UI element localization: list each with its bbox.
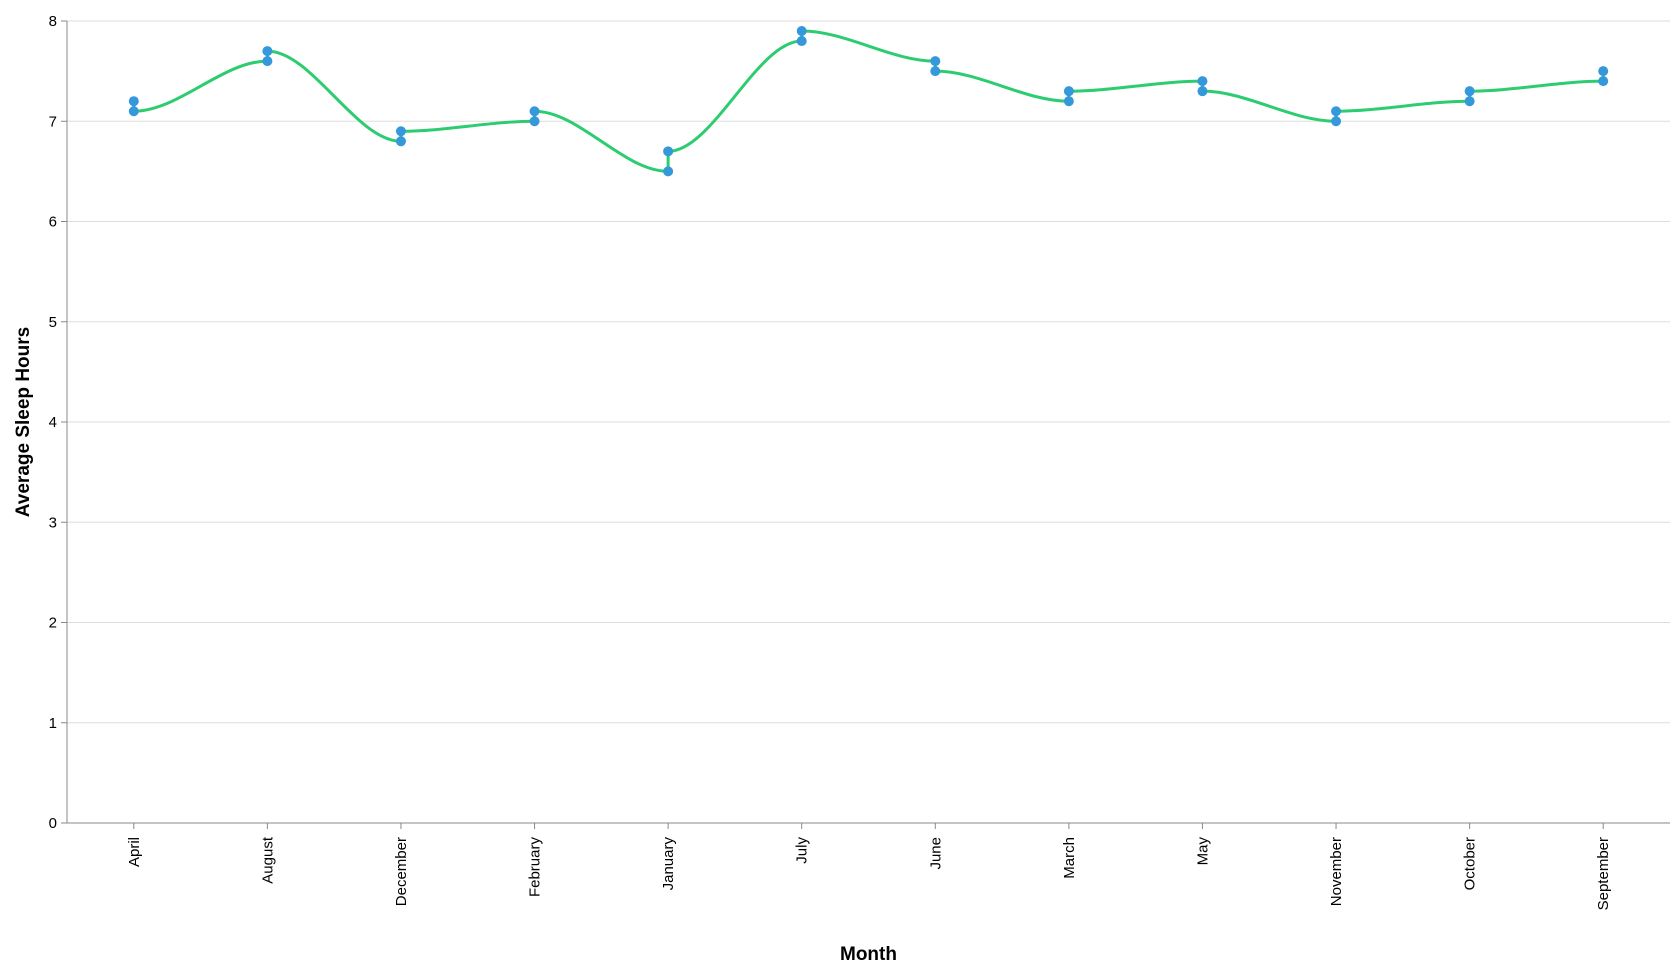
data-point-june [930,56,941,67]
data-point-july [796,26,807,37]
data-point-april [128,106,139,117]
data-point-january [663,146,674,157]
x-tick-label: February [527,837,544,898]
x-tick-label: August [259,836,276,884]
data-point-october [1464,96,1475,107]
data-point-may [1197,76,1208,87]
data-point-september [1598,66,1609,77]
data-point-april [128,96,139,107]
y-tick-label: 4 [49,414,57,431]
y-tick-label: 3 [49,514,57,531]
y-tick-label: 5 [49,314,57,331]
data-point-august [262,56,273,67]
data-points [128,26,1609,177]
y-tick-label: 0 [49,815,57,832]
grid-lines [67,20,1670,824]
y-axis-title: Average Sleep Hours [13,327,34,517]
data-point-august [262,46,273,57]
y-tick-label: 8 [49,13,57,30]
data-point-march [1063,96,1074,107]
sleep-series-line [132,29,1605,173]
data-point-december [395,136,406,147]
data-point-september [1598,76,1609,87]
x-tick-label: May [1194,837,1211,866]
x-tick-label: October [1462,837,1479,890]
data-point-february [529,116,540,127]
y-tick-label: 7 [49,113,57,130]
x-tick-label: July [794,837,811,864]
x-tick-label: January [660,837,677,891]
x-axis-title: Month [840,944,897,965]
data-point-february [529,106,540,117]
data-point-may [1197,86,1208,97]
x-tick-label: September [1595,837,1612,910]
x-tick-label: December [393,837,410,906]
x-tick-label: April [126,837,143,867]
x-tick-label: November [1328,837,1345,906]
data-point-july [796,36,807,47]
data-point-march [1063,86,1074,97]
x-tick-label: June [927,837,944,870]
data-point-november [1331,106,1342,117]
axes: 0 1 2 3 4 5 6 7 8 April August December February Janu… [49,13,1670,910]
y-tick-label: 1 [49,715,57,732]
data-point-january [663,166,674,177]
data-point-november [1331,116,1342,127]
y-tick-label: 2 [49,615,57,632]
x-tick-label: March [1061,837,1078,879]
data-point-december [395,126,406,137]
data-point-october [1464,86,1475,97]
y-tick-label: 6 [49,214,57,231]
data-point-june [930,66,941,77]
